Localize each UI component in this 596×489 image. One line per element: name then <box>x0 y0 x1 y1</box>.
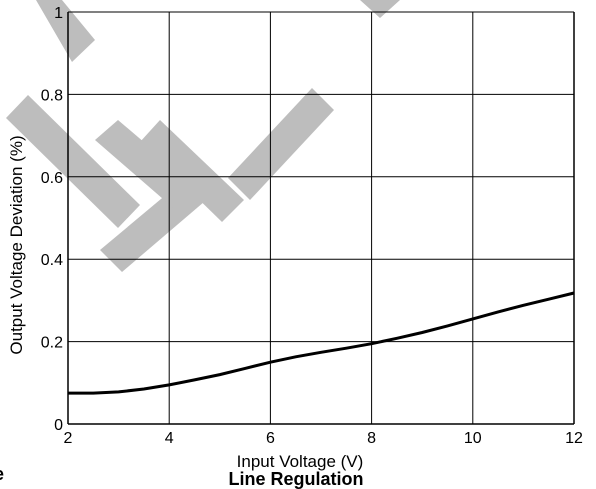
series-line <box>68 291 575 395</box>
watermark-stroke-5 <box>228 88 334 200</box>
watermark-stroke-4 <box>140 120 244 222</box>
chart-grid <box>67 11 575 425</box>
x-tick-label: 10 <box>464 430 482 447</box>
y-tick-label: 1 <box>54 5 63 22</box>
y-tick-label: 0 <box>54 417 63 434</box>
y-axis-label: Output Voltage Deviation (%) <box>7 135 26 354</box>
chart-title: Line Regulation <box>229 469 364 489</box>
x-axis-label: Input Voltage (V) <box>237 452 364 471</box>
y-tick-label: 0.2 <box>41 335 63 352</box>
watermark-stroke-0 <box>36 0 95 62</box>
x-axis-ticks: 2 4 6 8 10 12 <box>64 430 583 447</box>
y-tick-label: 0.6 <box>41 170 63 187</box>
y-tick-label: 0.4 <box>41 252 63 269</box>
watermark-graphic <box>6 0 400 272</box>
y-tick-label: 0.8 <box>41 87 63 104</box>
x-tick-label: 12 <box>565 430 583 447</box>
x-tick-label: 8 <box>367 430 376 447</box>
truncated-caption-fragment: e <box>0 464 4 484</box>
watermark-stroke-3 <box>95 120 200 212</box>
x-tick-label: 6 <box>266 430 275 447</box>
x-tick-label: 4 <box>165 430 174 447</box>
watermark-stroke-6 <box>360 0 400 18</box>
y-axis-ticks: 0 0.2 0.4 0.6 0.8 1 <box>41 5 63 434</box>
x-tick-label: 2 <box>64 430 73 447</box>
watermark-stroke-1 <box>6 95 140 228</box>
